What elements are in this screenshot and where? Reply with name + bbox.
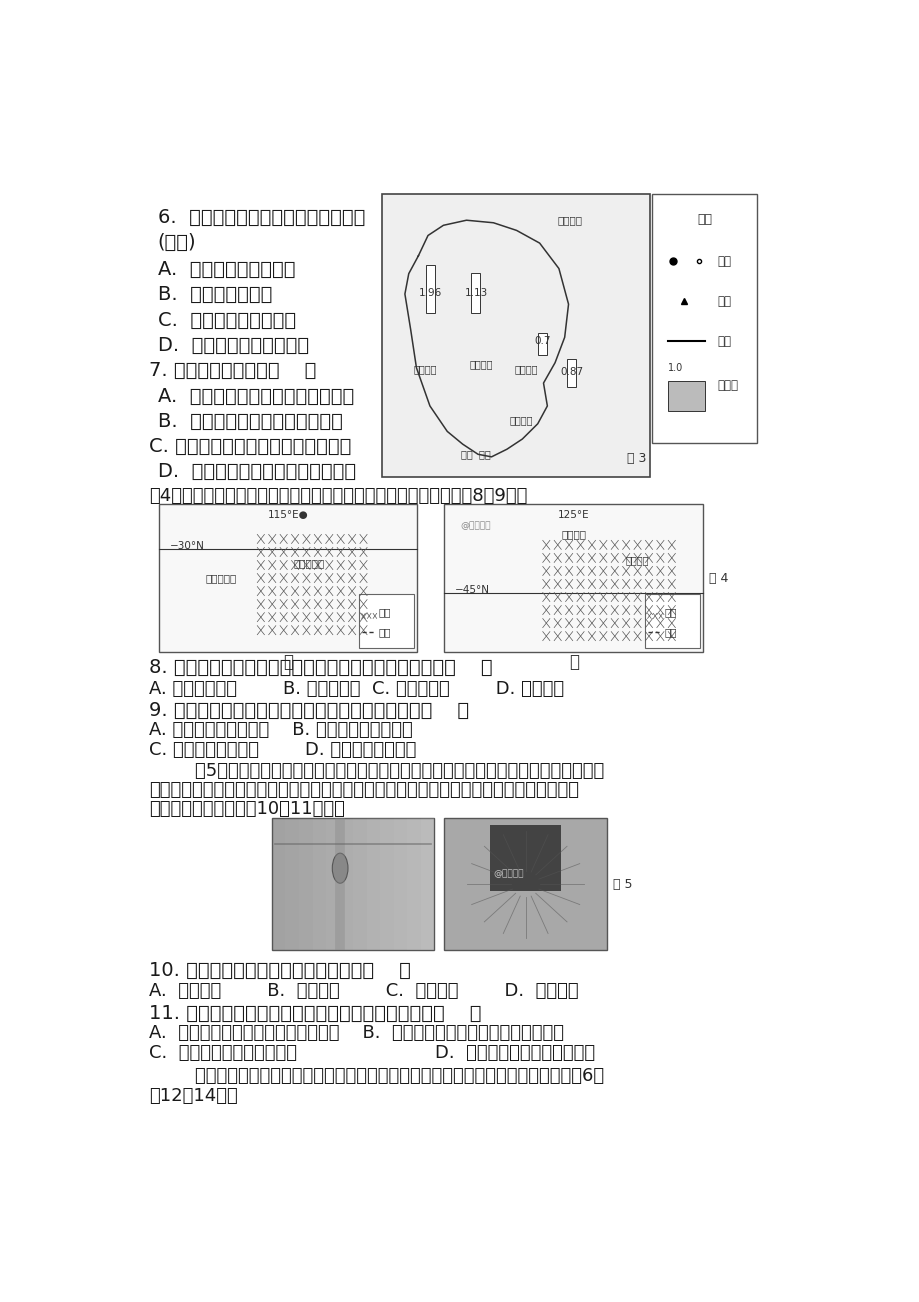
Bar (471, 273, 480, 312)
Text: A.  琼中受地形的影响降水量较丰富: A. 琼中受地形的影响降水量较丰富 (158, 387, 354, 406)
Text: 图5表示我国某地传统民居，以长方形天井为核心，四面或左右后三面围以楼房，阳光: 图5表示我国某地传统民居，以长方形天井为核心，四面或左右后三面围以楼房，阳光 (149, 762, 604, 780)
Text: A. 水热资源充足        B. 人均耕地广  C. 劳动力丰富        D. 交通发达: A. 水热资源充足 B. 人均耕地广 C. 劳动力丰富 D. 交通发达 (149, 680, 563, 698)
Text: 125°E: 125°E (558, 510, 589, 519)
Bar (339, 818, 353, 950)
Text: 城市: 城市 (717, 255, 731, 268)
Text: C.  为了抑御风沙和防寒保暖                        D.  与当地多雨潮湿的环境有关: C. 为了抑御风沙和防寒保暖 D. 与当地多雨潮湿的环境有关 (149, 1044, 595, 1062)
FancyBboxPatch shape (382, 194, 649, 477)
Text: 三亚  三亚: 三亚 三亚 (460, 449, 491, 460)
Text: A.  东北地区        B.  华北平原        C.  西北地区        D.  江南地区: A. 东北地区 B. 华北平原 C. 西北地区 D. 江南地区 (149, 982, 578, 1000)
FancyBboxPatch shape (272, 818, 434, 950)
Text: 10. 马头墙、天井这种民居最可能位于（    ）: 10. 马头墙、天井这种民居最可能位于（ ） (149, 961, 411, 980)
Text: 畇12～14题。: 畇12～14题。 (149, 1087, 238, 1104)
Text: 三江平原: 三江平原 (625, 556, 649, 565)
Text: 图 3: 图 3 (626, 452, 645, 465)
Bar (272, 818, 285, 950)
Text: 琼中琼中: 琼中琼中 (515, 365, 538, 375)
Text: (　　): ( ) (158, 233, 196, 253)
Text: 海口海口: 海口海口 (556, 215, 582, 225)
Text: 朗而素雅。读图，回畇10～11小题。: 朗而素雅。读图，回畇10～11小题。 (149, 799, 345, 818)
Bar (538, 333, 547, 355)
Text: A.  干燥度由东向西增大: A. 干燥度由东向西增大 (158, 259, 295, 279)
FancyBboxPatch shape (444, 504, 702, 652)
Text: 铁路: 铁路 (379, 628, 391, 638)
FancyBboxPatch shape (644, 594, 699, 648)
Text: 松嫩平原: 松嫩平原 (561, 529, 585, 539)
Bar (667, 381, 704, 411)
Text: 7. 下列叙述正确的是（    ）: 7. 下列叙述正确的是（ ） (149, 361, 316, 380)
Text: 射入较少，各屋都向天井排水。外围笑起马头墙，墙头高出屋顶，作阶梯状，白墙黛瓦，明: 射入较少，各屋都向天井排水。外围笑起马头墙，墙头高出屋顶，作阶梯状，白墙黛瓦，明 (149, 781, 579, 799)
Text: −45°N: −45°N (454, 585, 489, 595)
Bar (285, 818, 299, 950)
Bar (367, 818, 380, 950)
Text: 0.87: 0.87 (560, 367, 584, 378)
Text: 11. 下列有关这种民居建筑设计的说法，不正确的是（    ）: 11. 下列有关这种民居建筑设计的说法，不正确的是（ ） (149, 1004, 482, 1023)
Bar (312, 818, 325, 950)
Text: 鄱阳湖平原: 鄱阳湖平原 (293, 559, 324, 569)
Text: 区域的「工业化阶段」可以分为初期阶段、成长阶段、转型阶段和再生阶段。读图6回: 区域的「工业化阶段」可以分为初期阶段、成长阶段、转型阶段和再生阶段。读图6回 (149, 1066, 604, 1085)
Text: 平原: 平原 (664, 608, 676, 617)
Text: B.  昌江年降水量少所以干燥度高: B. 昌江年降水量少所以干燥度高 (158, 411, 342, 431)
Text: 6.  关于海南岛干燥度的说法正确的是: 6. 关于海南岛干燥度的说法正确的是 (158, 208, 365, 228)
Text: 1.13: 1.13 (464, 288, 487, 298)
Text: 图例: 图例 (697, 212, 711, 225)
Bar (407, 818, 420, 950)
Text: 0.7: 0.7 (534, 336, 550, 346)
Text: 平原: 平原 (379, 608, 391, 617)
FancyBboxPatch shape (159, 504, 417, 652)
Text: C.  东方属于半干旱地区: C. 东方属于半干旱地区 (158, 311, 296, 329)
Bar (353, 818, 367, 950)
Text: C. 该岛河流的流向由四周向中心辐聚: C. 该岛河流的流向由四周向中心辐聚 (149, 437, 351, 456)
Bar (299, 818, 312, 950)
Text: D.  万宁蒸发量大于降水量: D. 万宁蒸发量大于降水量 (158, 336, 309, 354)
FancyBboxPatch shape (358, 594, 414, 648)
Text: −30°N: −30°N (169, 540, 204, 551)
Text: 盐场: 盐场 (717, 294, 731, 307)
Bar (325, 818, 339, 950)
Ellipse shape (332, 853, 347, 883)
Text: A.  天井的主要作用是防晩通风和排水    B.  马头墙能在发生火灾时防止火势蔓延: A. 天井的主要作用是防晩通风和排水 B. 马头墙能在发生火灾时防止火势蔓延 (149, 1025, 563, 1043)
Text: 东方东方: 东方东方 (413, 365, 437, 375)
Text: 图 4: 图 4 (709, 572, 728, 585)
Text: 1.0: 1.0 (667, 363, 682, 374)
Text: 115°E●: 115°E● (267, 510, 308, 519)
Bar (490, 824, 561, 891)
Text: 1.96: 1.96 (418, 288, 442, 298)
Bar (393, 818, 407, 950)
Text: 万宁万宁: 万宁万宁 (509, 415, 533, 426)
Bar (567, 358, 576, 387)
Text: @正确教育: @正确教育 (493, 870, 523, 878)
Text: @正确教育: @正确教育 (460, 521, 490, 530)
Text: 河流: 河流 (717, 335, 731, 348)
Text: 干燥度: 干燥度 (717, 379, 738, 392)
Text: 洞庭湖平原: 洞庭湖平原 (206, 573, 237, 583)
Text: 9. 图中各商品粮基地发展中面临的主要环境问题是（    ）: 9. 图中各商品粮基地发展中面临的主要环境问题是（ ） (149, 700, 469, 720)
Text: B.  山区干燥度大于: B. 山区干燥度大于 (158, 285, 272, 303)
Text: 8. 与甲区域相比，乙区域商品粮基地发展的优势条件是（    ）: 8. 与甲区域相比，乙区域商品粮基地发展的优势条件是（ ） (149, 658, 493, 677)
FancyBboxPatch shape (444, 818, 607, 950)
Text: A. 洞庭湖平原水土流失    B. 鄂阳湖平原森林锐减: A. 洞庭湖平原水土流失 B. 鄂阳湖平原森林锐减 (149, 721, 413, 738)
Text: 图4为我国甲、乙两区域的重要商品粮基地分布示意图。读图，完扐8～9题。: 图4为我国甲、乙两区域的重要商品粮基地分布示意图。读图，完扐8～9题。 (149, 487, 527, 505)
Text: 铁路: 铁路 (664, 628, 676, 638)
Text: 甲: 甲 (283, 652, 293, 671)
Bar (425, 264, 435, 312)
Bar (420, 818, 434, 950)
Text: 乙: 乙 (568, 652, 578, 671)
Text: 图 5: 图 5 (612, 878, 631, 891)
FancyBboxPatch shape (652, 194, 756, 443)
Bar (380, 818, 393, 950)
Text: C. 松嫩平原气候变暖        D. 三江平原湿地萎缩: C. 松嫩平原气候变暖 D. 三江平原湿地萎缩 (149, 741, 416, 759)
Text: 昌江昌江: 昌江昌江 (469, 359, 493, 368)
Text: D.  该岛植被景观呈经度地带性变化: D. 该岛植被景观呈经度地带性变化 (158, 462, 356, 480)
